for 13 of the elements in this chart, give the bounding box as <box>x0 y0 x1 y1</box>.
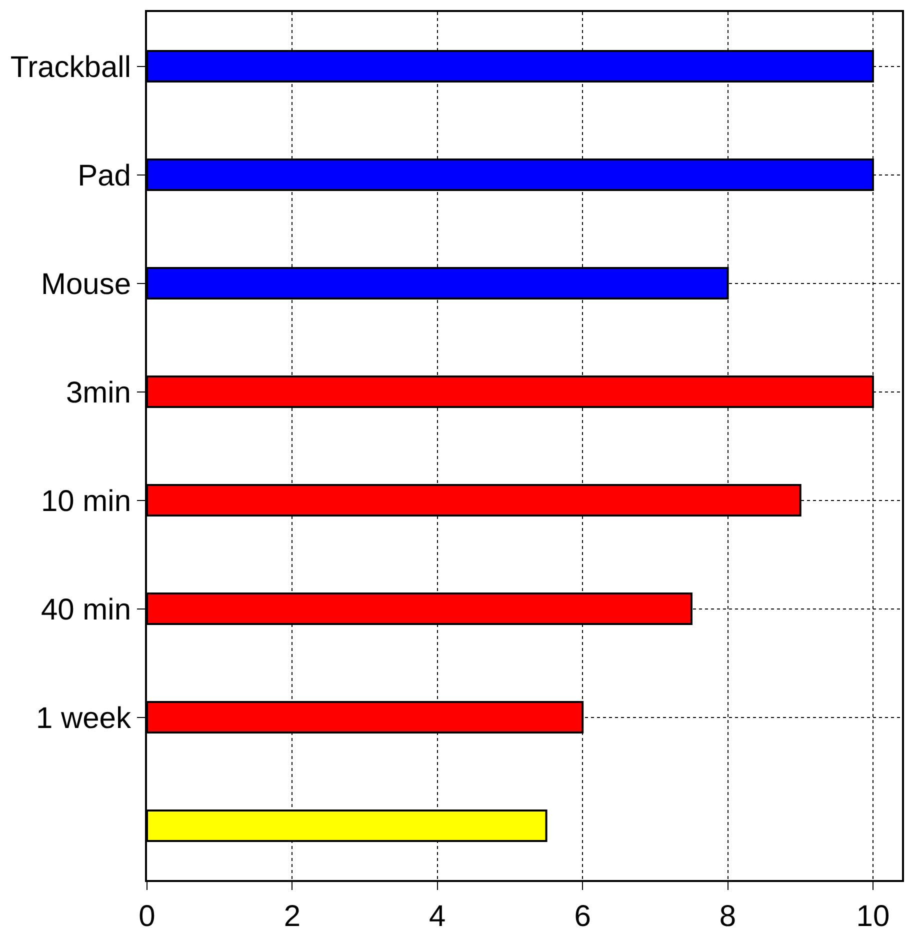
x-tick-label: 4 <box>429 900 446 933</box>
x-tick-label: 6 <box>574 900 591 933</box>
x-tick-label: 8 <box>719 900 736 933</box>
y-tick-label: Mouse <box>40 268 131 301</box>
y-tick-label: 1 week <box>36 702 132 735</box>
x-tick-label: 10 <box>856 900 890 933</box>
y-tick-label: 3min <box>66 376 131 410</box>
y-tick-label: Pad <box>78 159 131 192</box>
y-tick-label: 10 min <box>40 484 131 518</box>
y-tick-label: Trackball <box>10 50 131 84</box>
x-tick-label: 0 <box>138 900 156 933</box>
x-tick-label: 2 <box>284 900 301 933</box>
y-tick-label: 40 min <box>40 593 131 626</box>
